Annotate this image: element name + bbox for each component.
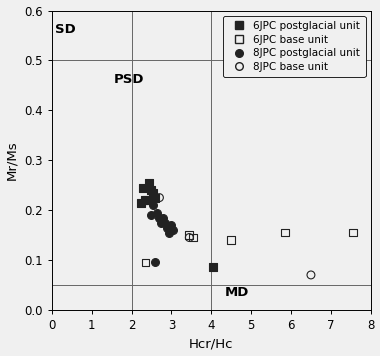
- Point: [350, 230, 356, 235]
- Point: [150, 190, 157, 195]
- Y-axis label: Mr/Ms: Mr/Ms: [6, 140, 19, 180]
- Point: [154, 210, 160, 215]
- Point: [282, 230, 288, 235]
- Point: [166, 230, 173, 235]
- Point: [162, 220, 168, 225]
- Point: [149, 187, 155, 193]
- Point: [142, 197, 149, 203]
- Point: [150, 202, 157, 208]
- Point: [149, 212, 155, 218]
- Point: [308, 272, 314, 278]
- Point: [157, 215, 163, 220]
- Point: [168, 222, 174, 228]
- Point: [146, 180, 152, 185]
- Point: [152, 195, 158, 200]
- Point: [141, 185, 147, 190]
- Point: [152, 260, 158, 265]
- Legend: 6JPC postglacial unit, 6JPC base unit, 8JPC postglacial unit, 8JPC base unit: 6JPC postglacial unit, 6JPC base unit, 8…: [223, 16, 366, 77]
- Point: [157, 195, 163, 200]
- Point: [144, 197, 150, 203]
- Point: [160, 215, 166, 220]
- Point: [165, 225, 171, 230]
- Point: [142, 260, 149, 265]
- Text: MD: MD: [225, 286, 250, 299]
- Point: [228, 237, 234, 243]
- Text: SD: SD: [55, 23, 76, 36]
- Point: [138, 200, 144, 205]
- Point: [186, 232, 192, 238]
- Point: [190, 235, 196, 240]
- Point: [186, 235, 192, 240]
- Point: [210, 265, 216, 270]
- X-axis label: Hcr/Hc: Hcr/Hc: [189, 337, 234, 350]
- Point: [170, 227, 176, 233]
- Text: PSD: PSD: [114, 73, 144, 86]
- Point: [158, 220, 165, 225]
